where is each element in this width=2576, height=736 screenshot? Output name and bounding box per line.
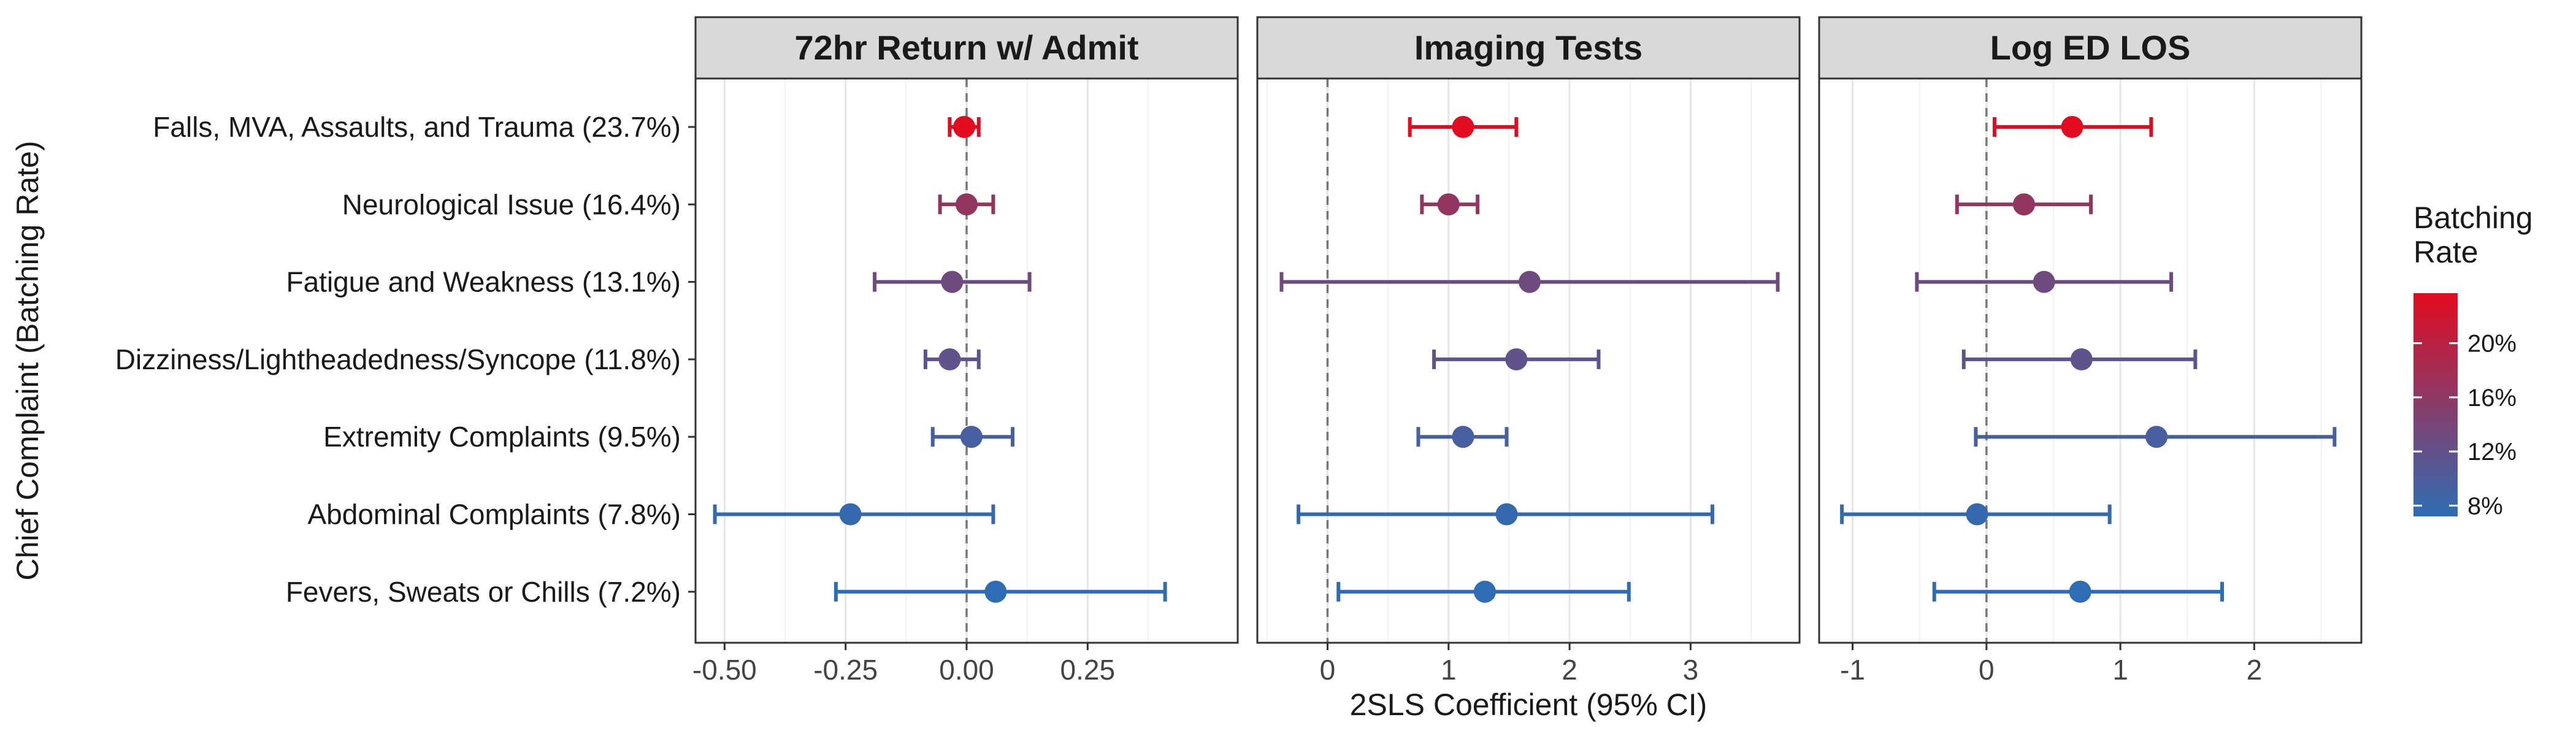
point-estimate [953,116,976,138]
point-estimate [2033,270,2055,293]
ci-bar [873,270,1032,293]
point-estimate [938,348,961,370]
panels: 72hr Return w/ Admit -0.50 -0.25 0.00 0.25 Im… [692,16,2363,686]
category-label: Fevers, Sweats or Chills (7.2%) [286,576,681,608]
point-estimate [2069,580,2091,603]
panel-strip [1256,16,1801,80]
ci-bar [1955,193,2093,216]
point-estimate [1452,116,1474,138]
ci-bar [923,348,981,370]
ci-bar [938,193,995,216]
legend-title: Batching [2413,201,2533,235]
point-estimate [2061,116,2083,138]
legend-tick-label: 20% [2467,331,2517,358]
ci-bar [1915,270,2174,293]
legend-title: Rate [2413,235,2478,269]
y-axis-title: Chief Complaint (Batching Rate) [10,141,45,581]
ci-bar [1432,348,1601,370]
panel-strip [1818,16,2363,80]
point-estimate [956,193,978,216]
legend-tick-label: 8% [2467,493,2503,519]
panel-title: Imaging Tests [1414,28,1643,67]
point-estimate [1518,270,1541,293]
x-tick-label: 3 [1683,654,1699,686]
panel-border [1818,77,2363,644]
legend-tick-label: 16% [2467,385,2517,412]
category-labels: Falls, MVA, Assaults, and Trauma (23.7%)… [115,111,696,608]
ci-bar [1420,193,1480,216]
legend-colorbar [2413,293,2458,516]
point-estimate [960,426,983,448]
point-estimate [2012,193,2035,216]
panel-3: Log ED LOS -1 0 1 2 [1818,16,2363,686]
ci-bar [1932,580,2224,603]
x-tick-label: 0.00 [939,654,994,686]
category-label: Neurological Issue (16.4%) [342,188,681,220]
point-estimate [1505,348,1528,370]
ci-bar [834,580,1167,603]
category-label: Falls, MVA, Assaults, and Trauma (23.7%) [153,111,681,143]
ci-bar [1416,426,1509,448]
panel-strip [694,16,1239,80]
x-tick-label: -0.50 [692,654,757,686]
x-tick-label: 0 [1320,654,1336,686]
x-tick-label: 1 [2112,654,2128,686]
ci-bar [1974,426,2337,448]
point-estimate [1966,503,1988,526]
x-tick-label: -1 [1840,654,1865,686]
x-tick-label: 2 [1562,654,1577,686]
ci-bar [930,426,1014,448]
point-estimate [941,270,964,293]
ci-bar [1408,116,1519,138]
panel-2: Imaging Tests 0 1 2 3 [1256,16,1801,686]
point-estimate [1452,426,1474,448]
ci-bar [1336,580,1631,603]
ci-bar [948,116,981,138]
point-estimate [839,503,862,526]
x-tick-label: 0.25 [1060,654,1116,686]
ci-bar [1961,348,2198,370]
ci-bar [1297,503,1714,526]
category-label: Extremity Complaints (9.5%) [323,421,681,453]
point-estimate [2070,348,2093,370]
panel-border [1256,77,1801,644]
ci-bar [1992,116,2153,138]
x-tick-label: 0 [1979,654,1995,686]
ci-bar [1279,270,1780,293]
point-estimate [1495,503,1518,526]
legend-tick-label: 12% [2467,439,2517,466]
x-tick-label: -0.25 [813,654,878,686]
ci-bar [1840,503,2112,526]
point-estimate [1437,193,1460,216]
point-estimate [1473,580,1496,603]
panel-1: 72hr Return w/ Admit -0.50 -0.25 0.00 0.25 [692,16,1239,686]
panel-title: Log ED LOS [1990,28,2191,67]
category-label: Dizziness/Lightheadedness/Syncope (11.8%… [115,343,681,375]
point-estimate [2145,426,2168,448]
x-tick-label: 1 [1441,654,1457,686]
category-label: Fatigue and Weakness (13.1%) [286,266,681,298]
point-estimate [984,580,1007,603]
category-label: Abdominal Complaints (7.8%) [308,499,681,531]
x-axis-title: 2SLS Coefficient (95% CI) [1350,688,1708,722]
x-tick-label: 2 [2247,654,2263,686]
ci-bar [713,503,995,526]
panel-title: 72hr Return w/ Admit [794,28,1138,67]
